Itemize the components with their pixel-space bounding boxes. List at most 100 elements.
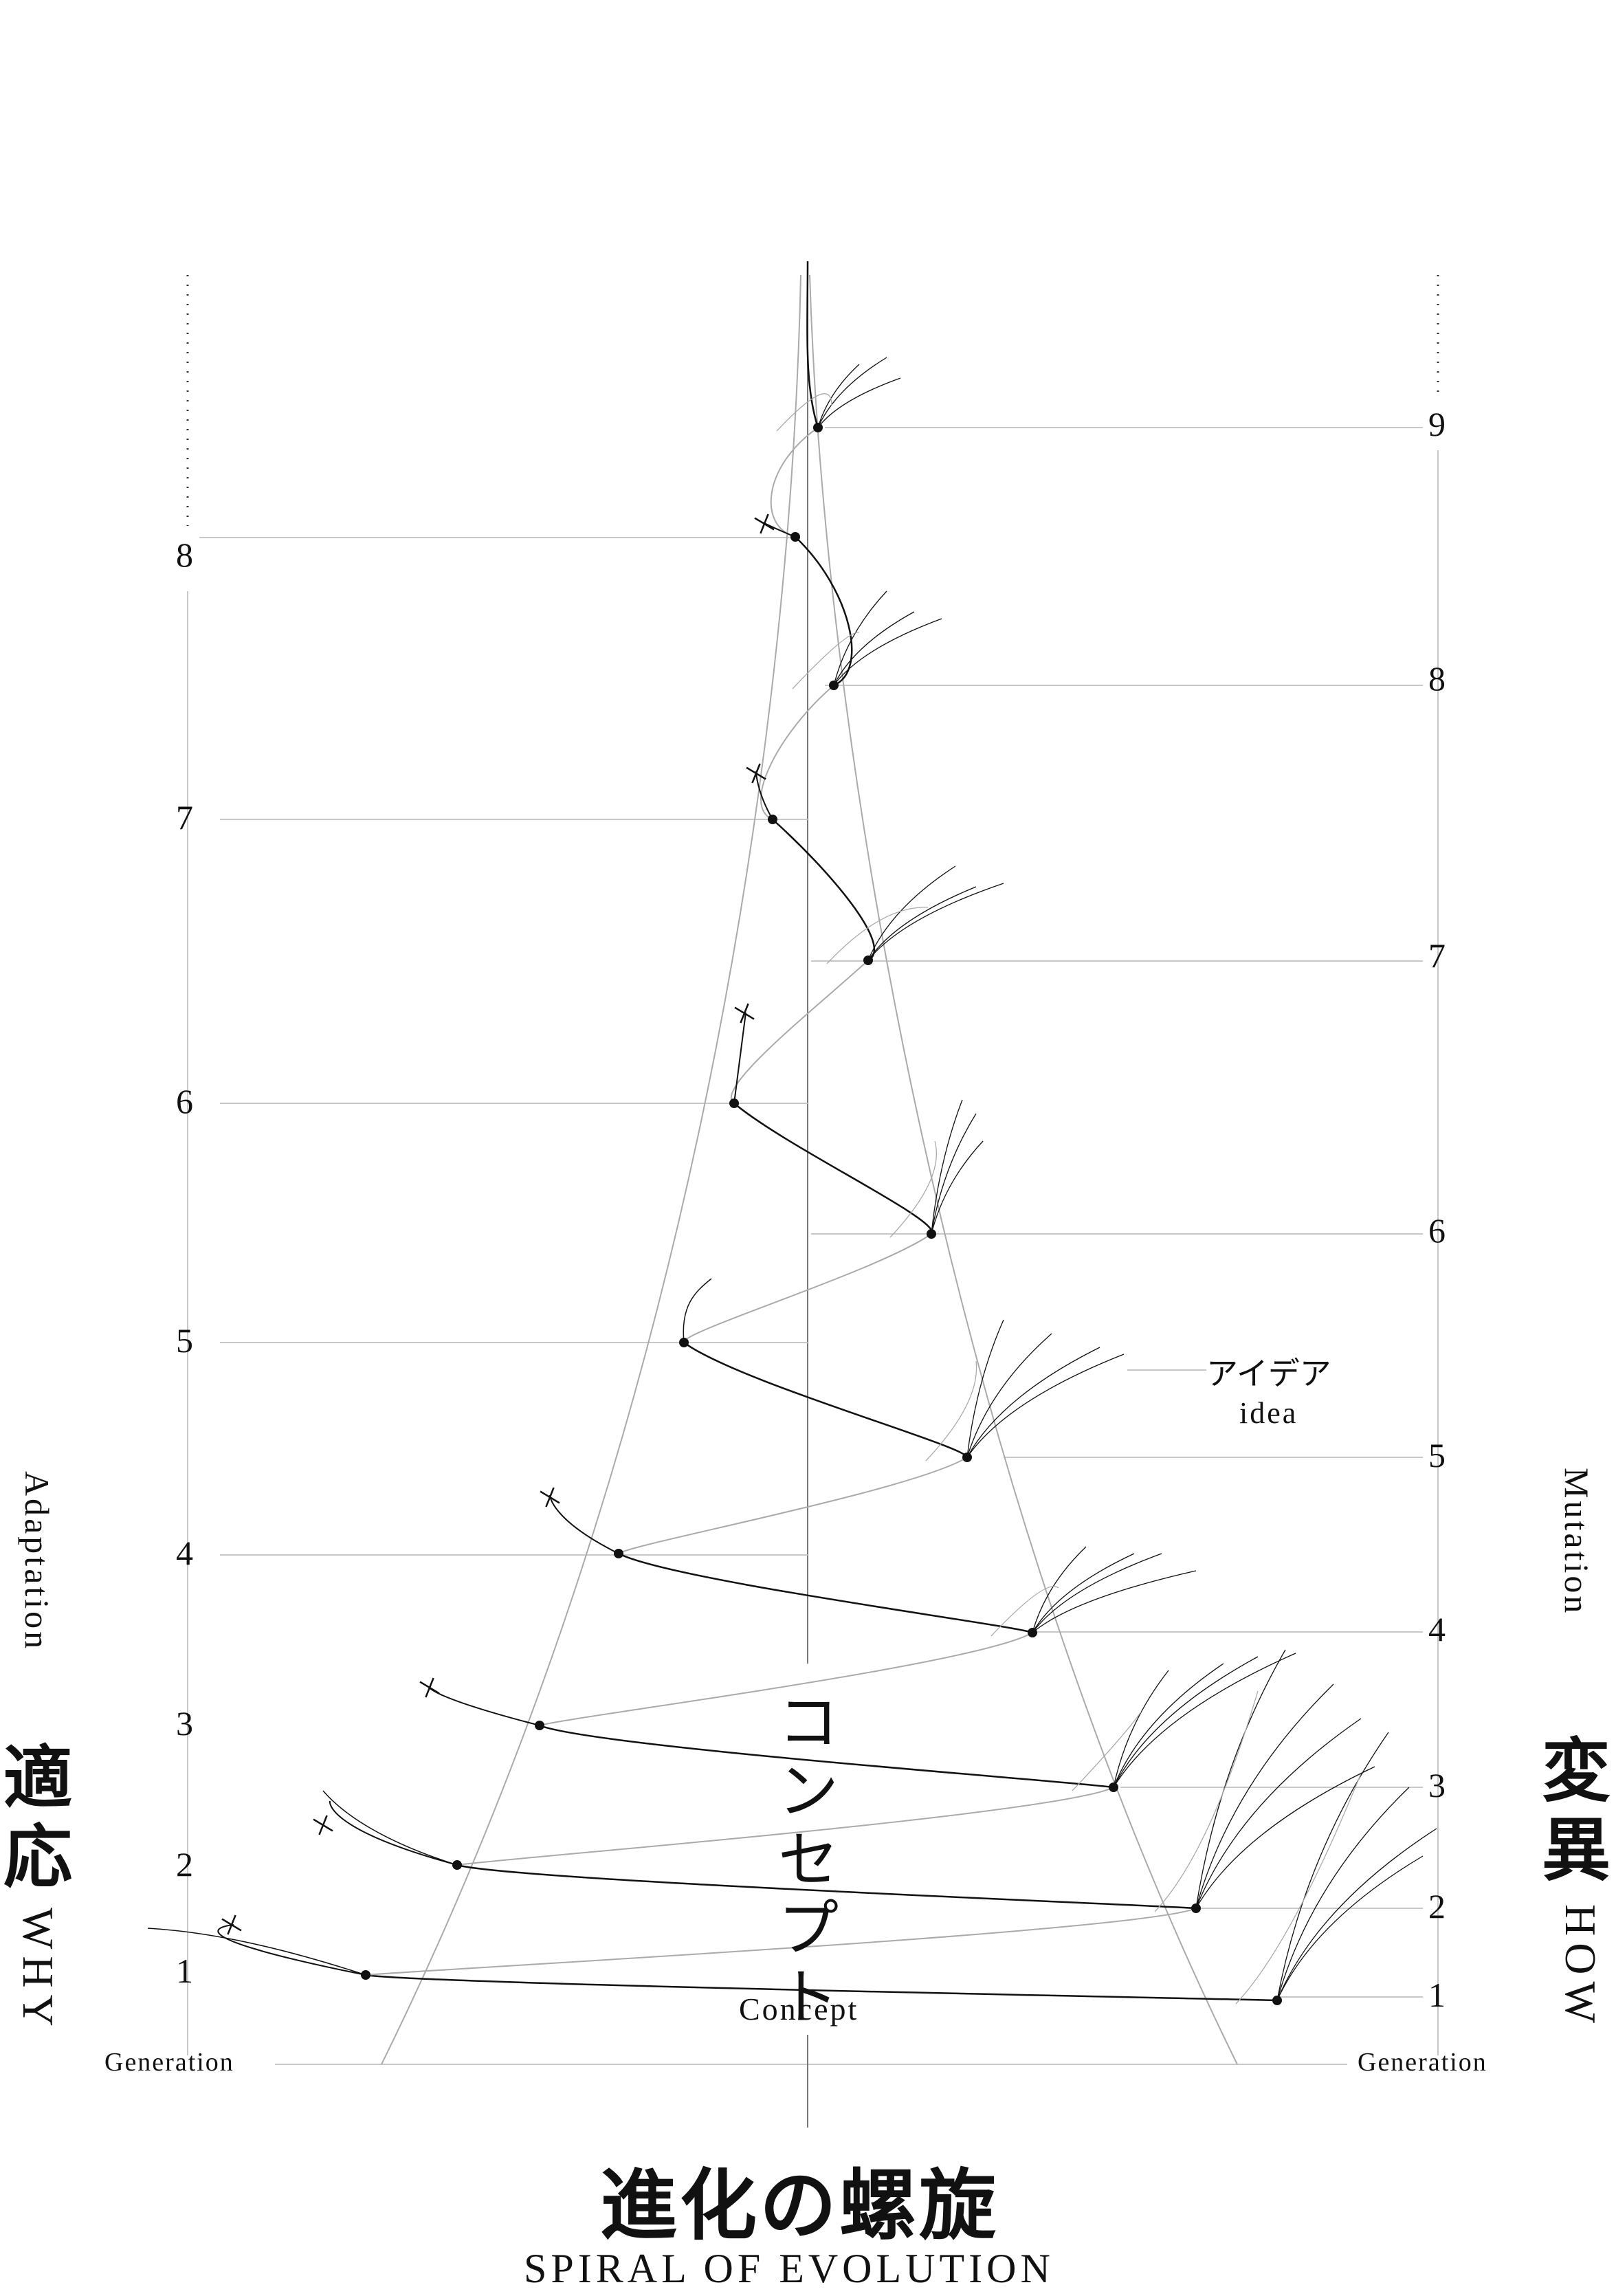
concept-jp-char-3: セ bbox=[778, 1824, 839, 1895]
idea-branch bbox=[826, 907, 929, 964]
envelope-left bbox=[381, 274, 801, 2065]
extinction-mark bbox=[545, 1487, 555, 1508]
left-generation-number: 6 bbox=[176, 1082, 193, 1121]
adaptation-tail bbox=[549, 1494, 619, 1554]
spiral-segment bbox=[683, 1341, 969, 1458]
generation-node bbox=[962, 1453, 972, 1462]
right-generation-number: 4 bbox=[1428, 1610, 1446, 1648]
idea-branch bbox=[1154, 1690, 1259, 1912]
idea-branch bbox=[1195, 1649, 1286, 1909]
spiral-segment bbox=[365, 1974, 1278, 2002]
idea-en-label: idea bbox=[1239, 1396, 1298, 1430]
idea-branch bbox=[1113, 1663, 1224, 1788]
left-generation-label: Generation bbox=[104, 2048, 234, 2077]
generation-node bbox=[535, 1721, 544, 1730]
extinction-mark bbox=[760, 514, 769, 534]
extinction-mark bbox=[740, 1003, 749, 1024]
spiral-segment bbox=[539, 1632, 1033, 1726]
idea-branch bbox=[817, 364, 860, 428]
idea-branch bbox=[966, 1354, 1125, 1458]
idea-branch bbox=[1276, 1828, 1437, 2001]
idea-branch bbox=[1195, 1766, 1375, 1909]
right-generation-number: 6 bbox=[1428, 1211, 1446, 1250]
generation-node bbox=[927, 1229, 936, 1239]
extinction-mark bbox=[227, 1914, 236, 1935]
idea-branch bbox=[1032, 1570, 1197, 1633]
left-generation-number: 2 bbox=[176, 1845, 193, 1884]
right-generation-number: 1 bbox=[1428, 1976, 1446, 2014]
idea-branch bbox=[1032, 1546, 1087, 1633]
idea-branch bbox=[1195, 1718, 1362, 1909]
generation-node bbox=[768, 815, 777, 824]
adaptation-tail bbox=[217, 1924, 366, 1976]
generation-node bbox=[452, 1860, 462, 1870]
idea-branch bbox=[990, 1586, 1059, 1637]
spiral-segment bbox=[539, 1724, 1114, 1789]
generation-node bbox=[361, 1970, 370, 1980]
right-generation-number: 7 bbox=[1428, 936, 1446, 975]
idea-branch bbox=[1113, 1670, 1169, 1788]
idea-branch bbox=[776, 393, 832, 432]
adaptation-tail bbox=[762, 522, 796, 538]
spiral-segment bbox=[733, 1103, 933, 1235]
idea-branch bbox=[1032, 1553, 1135, 1633]
idea-branches bbox=[776, 357, 1437, 2005]
spiral-segment bbox=[683, 1233, 932, 1343]
idea-jp-label: アイデア bbox=[1206, 1355, 1331, 1392]
right-generation-label: Generation bbox=[1358, 2048, 1487, 2077]
generation-node bbox=[863, 956, 873, 965]
envelope-right bbox=[809, 274, 1238, 2065]
generation-node bbox=[679, 1338, 689, 1347]
adaptation-jp-char-1: 適 bbox=[3, 1738, 72, 1818]
spiral-segment bbox=[365, 1908, 1197, 1976]
concept-en-label: Concept bbox=[739, 1991, 859, 2027]
why-label: WHY bbox=[14, 1908, 63, 2033]
generation-node bbox=[790, 532, 800, 542]
left-generation-number: 1 bbox=[176, 1952, 193, 1990]
adaptation-jp-char-2: 応 bbox=[3, 1817, 72, 1897]
generation-node bbox=[1109, 1782, 1118, 1792]
spiral-segment bbox=[770, 427, 819, 538]
idea-branch bbox=[1113, 1656, 1259, 1788]
idea-branch bbox=[1195, 1684, 1334, 1909]
spiral-segment bbox=[456, 1787, 1114, 1866]
left-generation-number: 3 bbox=[176, 1704, 193, 1743]
idea-branch bbox=[817, 357, 887, 428]
spiral-segment bbox=[618, 1552, 1033, 1634]
idea-branch bbox=[966, 1347, 1100, 1458]
generation-node bbox=[614, 1549, 623, 1558]
extinction-mark bbox=[751, 763, 761, 784]
spiral-segment bbox=[730, 960, 869, 1104]
left-generation-number: 7 bbox=[176, 798, 193, 837]
concept-jp-char-2: ン bbox=[778, 1756, 839, 1826]
idea-branch bbox=[966, 1333, 1052, 1458]
spiral-top bbox=[806, 261, 819, 428]
idea-branch bbox=[833, 590, 887, 686]
left-generation-number: 8 bbox=[176, 536, 193, 574]
concept-jp-char-5: ト bbox=[778, 1962, 839, 2033]
title-en: SPIRAL OF EVOLUTION bbox=[524, 2246, 1054, 2291]
adaptation-tail bbox=[147, 1928, 366, 1976]
generation-node bbox=[813, 423, 823, 432]
left-generation-number: 4 bbox=[176, 1534, 193, 1572]
right-generation-number: 2 bbox=[1428, 1887, 1446, 1925]
generation-node bbox=[729, 1099, 739, 1108]
spiral-segment bbox=[618, 1457, 968, 1554]
right-generation-number: 8 bbox=[1428, 659, 1446, 698]
idea-branch bbox=[966, 1319, 1004, 1458]
mutation-jp-char-2: 異 bbox=[1542, 1810, 1611, 1890]
spiral-segment bbox=[795, 536, 853, 687]
adaptation-tail bbox=[429, 1687, 540, 1726]
idea-branch bbox=[1032, 1553, 1162, 1633]
guide-lines bbox=[186, 261, 1439, 2128]
idea-branch bbox=[931, 1113, 977, 1235]
how-label: HOW bbox=[1556, 1904, 1605, 2030]
idea-branch bbox=[867, 886, 977, 961]
mutation-label: Mutation bbox=[1558, 1468, 1596, 1616]
spiral-segment bbox=[760, 685, 834, 820]
spiral-segment bbox=[772, 819, 876, 962]
adaptation-tail bbox=[322, 1790, 458, 1866]
generation-node bbox=[1191, 1903, 1201, 1913]
idea-branch bbox=[867, 883, 1004, 961]
